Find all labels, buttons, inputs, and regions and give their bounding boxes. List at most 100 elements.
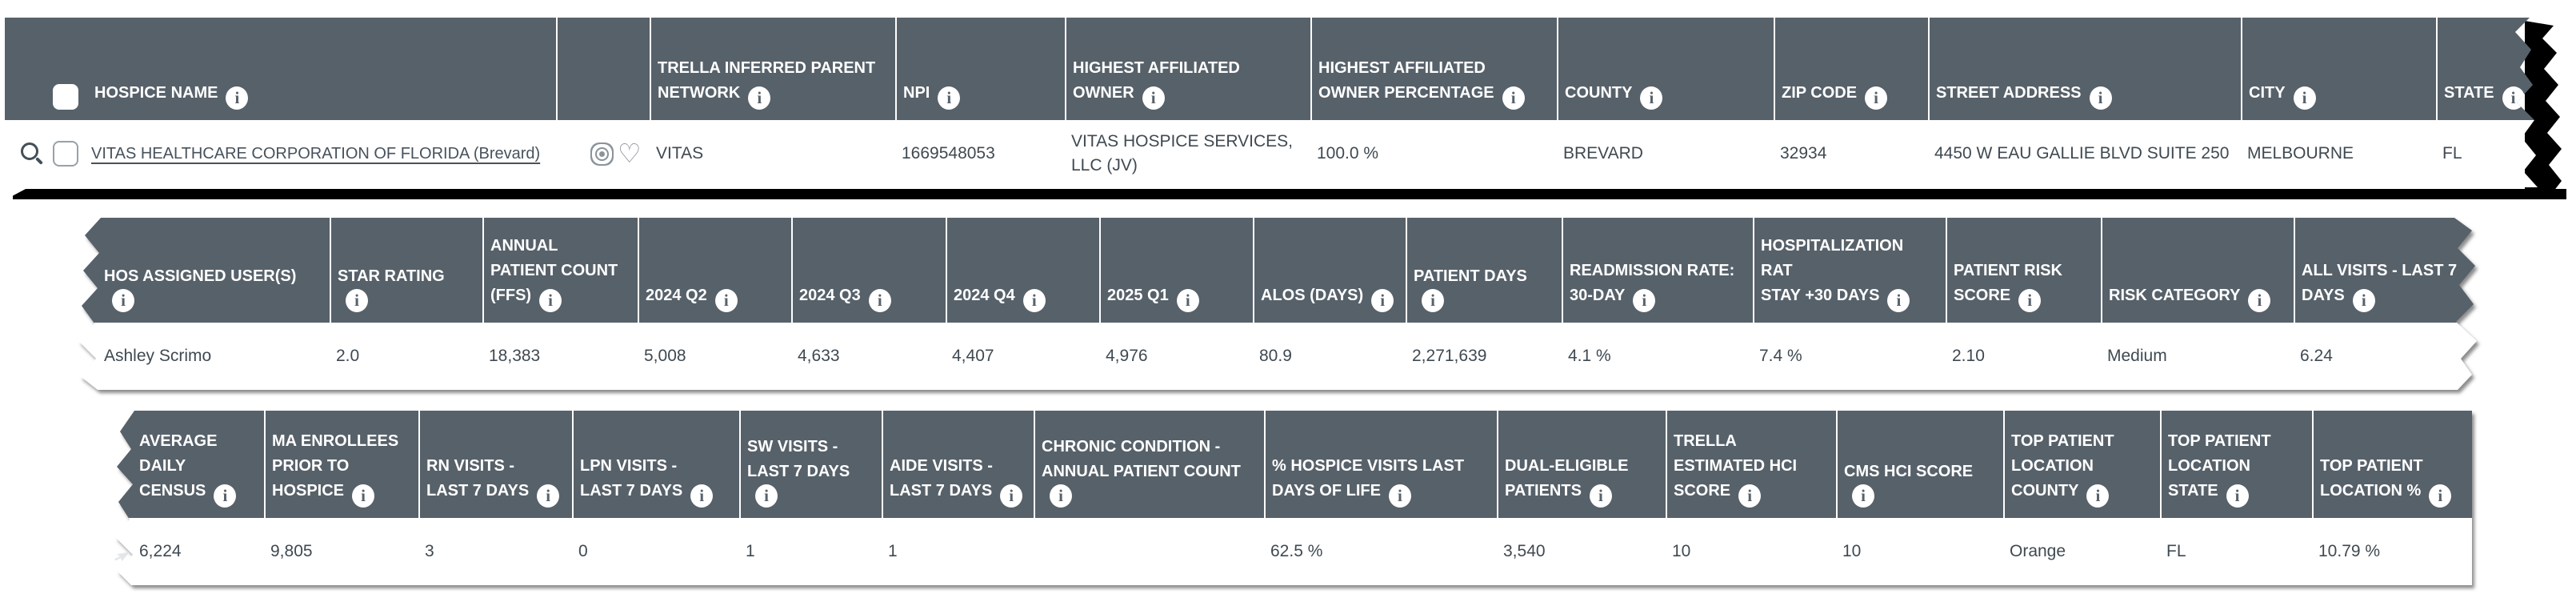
info-icon[interactable]: i — [1422, 289, 1444, 312]
column-header-risk-category[interactable]: RISK CATEGORY i — [2101, 218, 2294, 323]
column-header-ma-enrollees-prior-to-hospice[interactable]: MA ENROLLEES PRIOR TO HOSPICE i — [264, 411, 418, 518]
column-header-row-actions[interactable] — [556, 18, 650, 120]
info-icon[interactable]: i — [748, 86, 771, 110]
column-header-street-address[interactable]: STREET ADDRESS i — [1928, 18, 2241, 120]
column-header-q2-2024[interactable]: 2024 Q2 i — [638, 218, 791, 323]
cell-value: 4450 W EAU GALLIE BLVD SUITE 250 — [1934, 144, 2230, 163]
column-header-top-patient-location-state[interactable]: TOP PATIENT LOCATION STATE i — [2160, 411, 2312, 518]
column-header-hos-assigned-users[interactable]: HOS ASSIGNED USER(S) i — [78, 218, 330, 323]
cell-q4-2024: 4,407 — [946, 323, 1099, 390]
column-header-q1-2025[interactable]: 2025 Q1 i — [1099, 218, 1253, 323]
column-header-readmission-rate-30-day[interactable]: READMISSION RATE: 30-DAY i — [1562, 218, 1753, 323]
cell-value: Medium — [2107, 347, 2167, 365]
column-header-cms-hci-score[interactable]: CMS HCI SCORE i — [1836, 411, 2003, 518]
info-icon[interactable]: i — [537, 484, 560, 508]
cell-value: 4,633 — [798, 347, 840, 365]
info-icon[interactable]: i — [2226, 484, 2249, 508]
info-icon[interactable]: i — [2018, 289, 2042, 312]
table-segment-identity: HOSPICE NAME i TRELLA INFERRED PARENT NETW… — [5, 18, 2554, 187]
column-header-hospice-name[interactable]: HOSPICE NAME i — [5, 18, 556, 120]
info-icon[interactable]: i — [2089, 86, 2112, 110]
cell-chronic-condition-annual-patient-count — [1034, 518, 1264, 585]
column-header-sw-visits-last-7-days[interactable]: SW VISITS - LAST 7 DAYS i — [739, 411, 882, 518]
info-icon[interactable]: i — [2086, 484, 2110, 508]
info-icon[interactable]: i — [2352, 289, 2375, 312]
cell-annual-patient-count-ffs: 18,383 — [482, 323, 638, 390]
info-icon[interactable]: i — [1371, 289, 1394, 312]
cell-sw-visits-last-7-days: 1 — [739, 518, 882, 585]
column-label: HOSPICE NAME — [94, 84, 218, 102]
column-label: LPN VISITS - LAST 7 DAYS — [580, 457, 683, 500]
info-icon[interactable]: i — [1589, 484, 1612, 508]
column-header-rn-visits-last-7-days[interactable]: RN VISITS - LAST 7 DAYS i — [418, 411, 572, 518]
column-header-county[interactable]: COUNTY i — [1557, 18, 1774, 120]
column-header-dual-eligible-patients[interactable]: DUAL-ELIGIBLE PATIENTS i — [1497, 411, 1666, 518]
info-icon[interactable]: i — [1865, 86, 1888, 110]
column-header-aide-visits-last-7-days[interactable]: AIDE VISITS - LAST 7 DAYS i — [882, 411, 1034, 518]
column-header-highest-affiliated-owner-percentage[interactable]: HIGHEST AFFILIATED OWNER PERCENTAGE i — [1310, 18, 1557, 120]
column-header-q4-2024[interactable]: 2024 Q4 i — [946, 218, 1099, 323]
info-icon[interactable]: i — [2248, 289, 2271, 312]
column-header-q3-2024[interactable]: 2024 Q3 i — [791, 218, 946, 323]
column-header-patient-days[interactable]: PATIENT DAYS i — [1406, 218, 1562, 323]
column-header-state[interactable]: STATE i — [2436, 18, 2538, 120]
cell-ma-enrollees-prior-to-hospice: 9,805 — [264, 518, 418, 585]
info-icon[interactable]: i — [1852, 484, 1874, 508]
info-icon[interactable]: i — [1388, 484, 1411, 508]
info-icon[interactable]: i — [868, 289, 891, 312]
column-header-trella-estimated-hci-score[interactable]: TRELLA ESTIMATED HCI SCORE i — [1666, 411, 1836, 518]
info-icon[interactable]: i — [226, 86, 249, 110]
column-header-lpn-visits-last-7-days[interactable]: LPN VISITS - LAST 7 DAYS i — [572, 411, 739, 518]
info-icon[interactable]: i — [938, 86, 961, 110]
row-checkbox[interactable] — [53, 141, 78, 167]
info-icon[interactable]: i — [690, 484, 714, 508]
column-header-zip-code[interactable]: ZIP CODE i — [1774, 18, 1928, 120]
cell-zip-code: 32934 — [1774, 120, 1928, 187]
column-header-all-visits-last-7-days[interactable]: ALL VISITS - LAST 7 DAYS i — [2294, 218, 2477, 323]
info-icon[interactable]: i — [1502, 86, 1525, 110]
target-icon[interactable] — [599, 150, 605, 157]
info-icon[interactable]: i — [2502, 86, 2525, 110]
info-icon[interactable]: i — [2293, 86, 2316, 110]
info-icon[interactable]: i — [346, 289, 368, 312]
info-icon[interactable]: i — [1176, 289, 1199, 312]
column-header-average-daily-census[interactable]: AVERAGE DAILY CENSUS i — [115, 411, 264, 518]
column-header-chronic-condition-annual-patient-count[interactable]: CHRONIC CONDITION - ANNUAL PATIENT COUNT… — [1034, 411, 1264, 518]
cell-readmission-rate-30-day: 4.1 % — [1562, 323, 1753, 390]
info-icon[interactable]: i — [214, 484, 237, 508]
column-header-trella-inferred-parent-network[interactable]: TRELLA INFERRED PARENT NETWORK i — [650, 18, 895, 120]
info-icon[interactable]: i — [1000, 484, 1023, 508]
select-all-checkbox[interactable] — [53, 84, 78, 110]
column-header-top-patient-location-county[interactable]: TOP PATIENT LOCATION COUNTY i — [2003, 411, 2160, 518]
info-icon[interactable]: i — [112, 289, 134, 312]
column-header-alos-days[interactable]: ALOS (DAYS) i — [1253, 218, 1406, 323]
cell-value: 5,008 — [644, 347, 686, 365]
info-icon[interactable]: i — [1738, 484, 1762, 508]
column-header-city[interactable]: CITY i — [2241, 18, 2436, 120]
info-icon[interactable]: i — [1050, 484, 1072, 508]
search-icon[interactable] — [21, 142, 38, 160]
heart-icon[interactable]: ♡ — [618, 137, 642, 169]
column-header-hospitalization-rate-stay-30-days[interactable]: HOSPITALIZATION RAT STAY +30 DAYS i — [1753, 218, 1946, 323]
info-icon[interactable]: i — [1640, 86, 1663, 110]
column-header-npi[interactable]: NPI i — [895, 18, 1065, 120]
info-icon[interactable]: i — [1887, 289, 1910, 312]
column-header-top-patient-location-pct[interactable]: TOP PATIENT LOCATION % i — [2312, 411, 2472, 518]
info-icon[interactable]: i — [2429, 484, 2452, 508]
table-segment-census: AVERAGE DAILY CENSUS i MA ENROLLEES PRIOR … — [112, 411, 2472, 585]
column-header-patient-risk-score[interactable]: PATIENT RISK SCORE i — [1946, 218, 2101, 323]
info-icon[interactable]: i — [539, 289, 562, 312]
info-icon[interactable]: i — [755, 484, 778, 508]
column-header-annual-patient-count-ffs[interactable]: ANNUAL PATIENT COUNT (FFS) i — [482, 218, 638, 323]
column-header-star-rating[interactable]: STAR RATING i — [330, 218, 482, 323]
info-icon[interactable]: i — [1142, 86, 1165, 110]
column-header-pct-hospice-visits-last-days-of-life[interactable]: % HOSPICE VISITS LAST DAYS OF LIFE i — [1264, 411, 1497, 518]
column-header-highest-affiliated-owner[interactable]: HIGHEST AFFILIATED OWNER i — [1065, 18, 1310, 120]
cell-value: 10.79 % — [2318, 542, 2381, 560]
info-icon[interactable]: i — [714, 289, 738, 312]
cell-trella-estimated-hci-score: 10 — [1666, 518, 1836, 585]
hospice-name-link[interactable]: VITAS HEALTHCARE CORPORATION OF FLORIDA … — [91, 144, 541, 163]
info-icon[interactable]: i — [1633, 289, 1656, 312]
info-icon[interactable]: i — [352, 484, 375, 508]
info-icon[interactable]: i — [1022, 289, 1046, 312]
